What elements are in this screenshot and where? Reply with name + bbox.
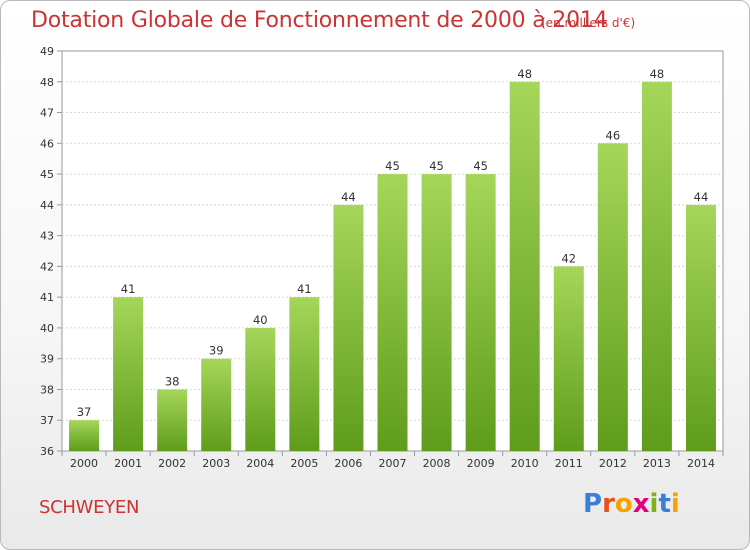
y-tick-label: 47: [40, 107, 54, 120]
bar-2013: [641, 81, 672, 452]
chart-title: Dotation Globale de Fonctionnement de 20…: [31, 8, 608, 33]
chart-subtitle: (en milliers d'€): [541, 16, 636, 30]
y-tick-label: 49: [40, 45, 54, 58]
bar-2002: [157, 389, 188, 451]
bar-2012: [597, 143, 628, 452]
y-tick-label: 37: [40, 414, 54, 427]
logo-letter: t: [658, 489, 671, 519]
logo-letter: i: [649, 489, 659, 519]
y-tick-label: 44: [40, 199, 54, 212]
data-labels: 37 41 38 39 40 41 44 45 45 45 48 42 46 48 44: [77, 67, 709, 419]
x-tick-label: 2014: [687, 457, 715, 470]
y-tick-label: 43: [40, 230, 54, 243]
y-tick-label: 41: [40, 291, 54, 304]
data-label: 45: [473, 159, 488, 173]
logo-letter: i: [670, 489, 680, 519]
y-tick-label: 36: [40, 445, 54, 458]
bar-2009: [465, 174, 496, 452]
y-tick-label: 40: [40, 322, 54, 335]
x-tick-label: 2013: [643, 457, 671, 470]
y-axis: 36 37 38 39 40 41 42 43 44 45 46 47 48 49: [40, 45, 62, 458]
bar-2004: [245, 327, 276, 451]
x-tick-label: 2003: [202, 457, 230, 470]
y-tick-label: 46: [40, 137, 54, 150]
logo-letter: P: [583, 489, 603, 519]
data-label: 48: [650, 67, 665, 81]
bar-2005: [289, 297, 320, 451]
logo-letter: o: [614, 489, 633, 519]
data-label: 45: [385, 159, 400, 173]
data-label: 44: [341, 190, 356, 204]
y-tick-label: 38: [40, 383, 54, 396]
y-tick-label: 39: [40, 353, 54, 366]
y-tick-label: 45: [40, 168, 54, 181]
logo-letter: x: [632, 489, 650, 519]
logo-letter: r: [602, 489, 615, 519]
bars: [69, 81, 716, 452]
bar-2001: [113, 297, 144, 451]
data-label: 37: [77, 405, 92, 419]
x-tick-label: 2011: [555, 457, 583, 470]
data-label: 48: [517, 67, 532, 81]
bar-2003: [201, 358, 232, 451]
x-tick-label: 2001: [114, 457, 142, 470]
data-label: 40: [253, 313, 268, 327]
data-label: 44: [694, 190, 709, 204]
proxiti-logo: Proxiti: [583, 489, 680, 519]
x-tick-label: 2012: [599, 457, 627, 470]
data-label: 46: [606, 128, 621, 142]
y-tick-label: 48: [40, 76, 54, 89]
x-tick-label: 2000: [70, 457, 98, 470]
x-tick-label: 2008: [423, 457, 451, 470]
bar-2014: [685, 204, 716, 451]
bar-2006: [333, 204, 364, 451]
x-tick-label: 2010: [511, 457, 539, 470]
x-axis: 2000 2001 2002 2003 2004 2005 2006 2007 2008 2009…: [61, 451, 724, 470]
x-tick-label: 2009: [467, 457, 495, 470]
data-label: 41: [121, 282, 136, 296]
data-label: 42: [561, 251, 576, 265]
data-label: 45: [429, 159, 444, 173]
x-tick-label: 2007: [379, 457, 407, 470]
x-tick-label: 2006: [334, 457, 362, 470]
data-label: 41: [297, 282, 312, 296]
bar-2008: [421, 174, 452, 452]
x-tick-label: 2005: [290, 457, 318, 470]
bar-2007: [377, 174, 408, 452]
bar-2000: [69, 420, 100, 451]
x-tick-label: 2004: [246, 457, 274, 470]
bar-2011: [553, 266, 584, 451]
commune-name: SCHWEYEN: [39, 497, 140, 518]
bar-2010: [509, 81, 540, 452]
y-tick-label: 42: [40, 260, 54, 273]
data-label: 39: [209, 344, 224, 358]
x-tick-label: 2002: [158, 457, 186, 470]
data-label: 38: [165, 374, 180, 388]
